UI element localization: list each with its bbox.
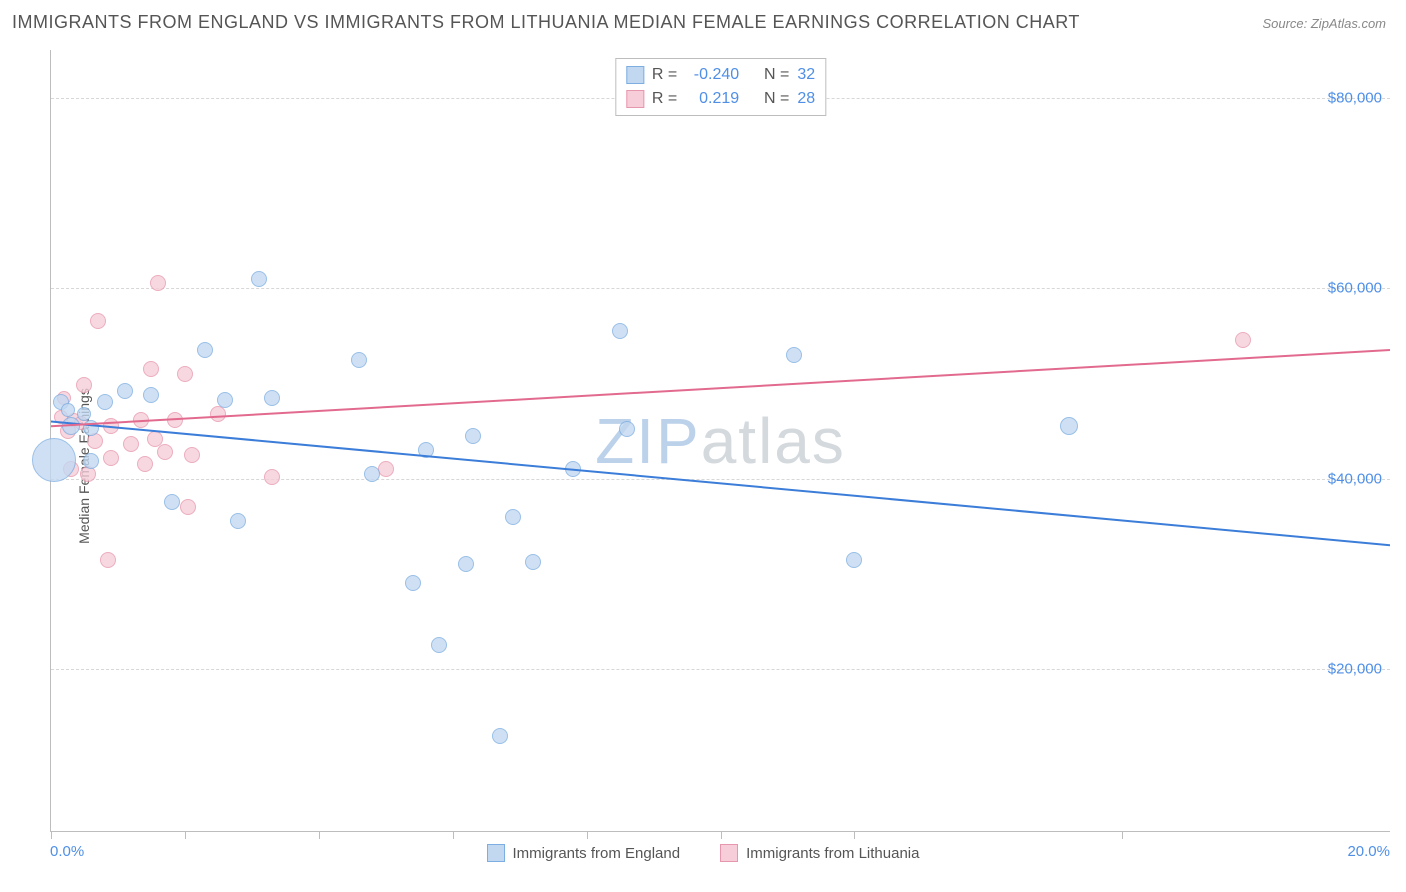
england-point: [97, 394, 113, 410]
chart-area: Median Female Earnings ZIPatlas R = -0.2…: [0, 40, 1406, 892]
n-label: N =: [764, 63, 789, 87]
england-point: [619, 421, 635, 437]
x-tick: [854, 831, 855, 839]
england-point: [117, 383, 133, 399]
gridline: [51, 288, 1390, 289]
england-point: [83, 453, 99, 469]
lithuania-point: [133, 412, 149, 428]
england-r-value: -0.240: [685, 63, 739, 87]
england-point: [786, 347, 802, 363]
england-point: [458, 556, 474, 572]
y-tick-label: $80,000: [1328, 89, 1382, 106]
england-point: [251, 271, 267, 287]
england-point: [1060, 417, 1078, 435]
england-point: [83, 420, 99, 436]
england-point: [164, 494, 180, 510]
england-swatch-icon: [626, 66, 644, 84]
x-tick: [1122, 831, 1123, 839]
lithuania-point: [143, 361, 159, 377]
n-label: N =: [764, 87, 789, 111]
lithuania-point: [177, 366, 193, 382]
y-tick-label: $60,000: [1328, 280, 1382, 297]
lithuania-r-value: 0.219: [685, 87, 739, 111]
r-label: R =: [652, 63, 677, 87]
england-point: [492, 728, 508, 744]
lithuania-point: [137, 456, 153, 472]
england-point: [143, 387, 159, 403]
lithuania-point: [167, 412, 183, 428]
lithuania-point: [103, 450, 119, 466]
england-point: [230, 513, 246, 529]
lithuania-point: [1235, 332, 1251, 348]
england-point: [364, 466, 380, 482]
x-tick: [453, 831, 454, 839]
england-point: [418, 442, 434, 458]
x-tick: [319, 831, 320, 839]
y-tick-label: $40,000: [1328, 470, 1382, 487]
england-point: [465, 428, 481, 444]
england-swatch-icon: [487, 844, 505, 862]
england-legend-label: Immigrants from England: [513, 845, 681, 862]
source-label: Source: ZipAtlas.com: [1262, 16, 1386, 31]
lithuania-point: [184, 447, 200, 463]
england-point: [846, 552, 862, 568]
x-tick: [51, 831, 52, 839]
x-tick: [587, 831, 588, 839]
plot-region: ZIPatlas R = -0.240 N = 32 R = 0.219 N =…: [50, 50, 1390, 832]
lithuania-point: [90, 313, 106, 329]
england-point: [264, 390, 280, 406]
lithuania-point: [103, 418, 119, 434]
correlation-legend: R = -0.240 N = 32 R = 0.219 N = 28: [615, 58, 826, 116]
lithuania-swatch-icon: [626, 90, 644, 108]
england-point: [431, 637, 447, 653]
lithuania-point: [123, 436, 139, 452]
england-point: [77, 407, 91, 421]
trend-lines: [51, 50, 1390, 831]
lithuania-point: [150, 275, 166, 291]
lithuania-point: [157, 444, 173, 460]
gridline: [51, 479, 1390, 480]
lithuania-point: [264, 469, 280, 485]
y-tick-label: $20,000: [1328, 661, 1382, 678]
lithuania-point: [100, 552, 116, 568]
england-point: [612, 323, 628, 339]
lithuania-swatch-icon: [720, 844, 738, 862]
gridline: [51, 669, 1390, 670]
r-label: R =: [652, 87, 677, 111]
chart-title: IMMIGRANTS FROM ENGLAND VS IMMIGRANTS FR…: [12, 12, 1080, 33]
england-point: [197, 342, 213, 358]
x-tick: [721, 831, 722, 839]
england-point: [565, 461, 581, 477]
england-point: [351, 352, 367, 368]
england-point: [505, 509, 521, 525]
lithuania-n-value: 28: [797, 87, 815, 111]
x-tick: [185, 831, 186, 839]
england-point: [217, 392, 233, 408]
watermark: ZIPatlas: [595, 404, 846, 478]
lithuania-point: [76, 377, 92, 393]
england-point: [62, 417, 80, 435]
england-point: [61, 403, 75, 417]
england-point: [32, 438, 76, 482]
england-point: [525, 554, 541, 570]
england-point: [405, 575, 421, 591]
lithuania-legend-label: Immigrants from Lithuania: [746, 845, 919, 862]
series-legend: Immigrants from England Immigrants from …: [0, 844, 1406, 862]
lithuania-point: [180, 499, 196, 515]
england-n-value: 32: [797, 63, 815, 87]
